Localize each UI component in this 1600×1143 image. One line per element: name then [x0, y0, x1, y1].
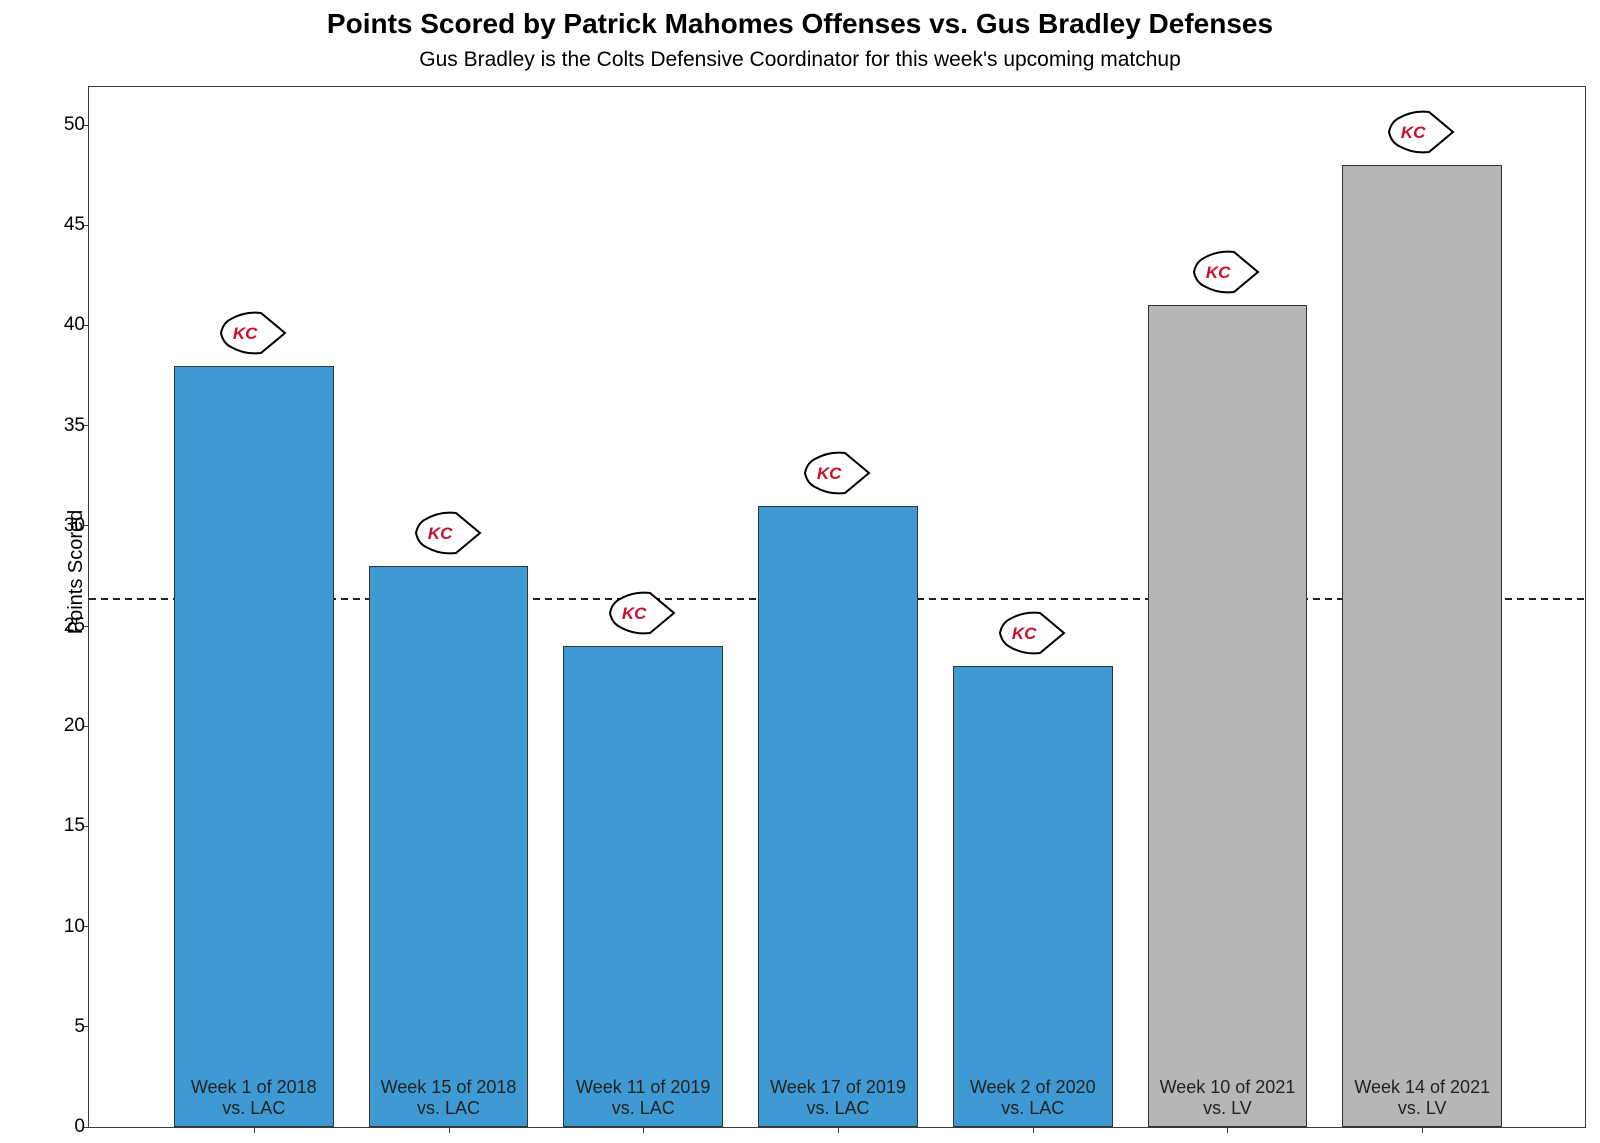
bar-label-line2: vs. LAC: [761, 1098, 915, 1120]
y-tick-label: 15: [64, 815, 85, 837]
bar-label-line1: Week 10 of 2021: [1151, 1077, 1305, 1099]
bar-label-line1: Week 15 of 2018: [372, 1077, 526, 1099]
y-tick-label: 40: [64, 314, 85, 336]
bar: Week 11 of 2019vs. LAC: [563, 646, 723, 1127]
bar: Week 15 of 2018vs. LAC: [369, 566, 529, 1127]
bar-label: Week 10 of 2021vs. LV: [1149, 1077, 1307, 1120]
bar-label: Week 14 of 2021vs. LV: [1343, 1077, 1501, 1120]
bar: Week 1 of 2018vs. LAC: [174, 366, 334, 1127]
y-tick-label: 20: [64, 715, 85, 737]
y-tick-label: 25: [64, 615, 85, 637]
x-tick-mark: [838, 1127, 839, 1133]
bar-label-line2: vs. LV: [1345, 1098, 1499, 1120]
x-tick-mark: [1422, 1127, 1423, 1133]
y-tick-label: 45: [64, 214, 85, 236]
kc-chiefs-logo: KC: [1385, 108, 1459, 161]
svg-text:KC: KC: [233, 324, 258, 343]
svg-text:KC: KC: [1012, 624, 1037, 643]
bar: Week 17 of 2019vs. LAC: [758, 506, 918, 1127]
y-tick-label: 30: [64, 515, 85, 537]
y-tick-label: 10: [64, 916, 85, 938]
bar-label-line2: vs. LV: [1151, 1098, 1305, 1120]
bar-label: Week 17 of 2019vs. LAC: [759, 1077, 917, 1120]
chart-subtitle: Gus Bradley is the Colts Defensive Coord…: [0, 48, 1600, 72]
bar: Week 14 of 2021vs. LV: [1342, 165, 1502, 1127]
plot-area: 05101520253035404550Week 1 of 2018vs. LA…: [88, 86, 1586, 1128]
bar-label-line1: Week 14 of 2021: [1345, 1077, 1499, 1099]
bar-label-line1: Week 17 of 2019: [761, 1077, 915, 1099]
kc-chiefs-logo: KC: [217, 309, 291, 362]
svg-text:KC: KC: [1206, 263, 1231, 282]
bar-label-line2: vs. LAC: [177, 1098, 331, 1120]
y-tick-label: 50: [64, 114, 85, 136]
bar-label-line2: vs. LAC: [956, 1098, 1110, 1120]
y-tick-label: 0: [74, 1116, 85, 1138]
y-tick-label: 35: [64, 415, 85, 437]
bar-label: Week 1 of 2018vs. LAC: [175, 1077, 333, 1120]
bar-label: Week 15 of 2018vs. LAC: [370, 1077, 528, 1120]
kc-chiefs-logo: KC: [996, 609, 1070, 662]
svg-text:KC: KC: [817, 464, 842, 483]
x-tick-mark: [449, 1127, 450, 1133]
bar-label-line1: Week 11 of 2019: [566, 1077, 720, 1099]
chart-title: Points Scored by Patrick Mahomes Offense…: [0, 8, 1600, 40]
kc-chiefs-logo: KC: [1190, 248, 1264, 301]
svg-text:KC: KC: [622, 604, 647, 623]
y-tick-label: 5: [74, 1016, 85, 1038]
kc-chiefs-logo: KC: [606, 589, 680, 642]
bar-label-line2: vs. LAC: [566, 1098, 720, 1120]
bar-label: Week 11 of 2019vs. LAC: [564, 1077, 722, 1120]
x-tick-mark: [254, 1127, 255, 1133]
chart-container: Points Scored by Patrick Mahomes Offense…: [0, 0, 1600, 1143]
x-tick-mark: [643, 1127, 644, 1133]
bar: Week 10 of 2021vs. LV: [1148, 305, 1308, 1127]
bar-label-line1: Week 2 of 2020: [956, 1077, 1110, 1099]
kc-chiefs-logo: KC: [412, 509, 486, 562]
svg-text:KC: KC: [427, 524, 452, 543]
x-tick-mark: [1227, 1127, 1228, 1133]
bar: Week 2 of 2020vs. LAC: [953, 666, 1113, 1127]
x-tick-mark: [1033, 1127, 1034, 1133]
kc-chiefs-logo: KC: [801, 449, 875, 502]
bar-label: Week 2 of 2020vs. LAC: [954, 1077, 1112, 1120]
svg-text:KC: KC: [1401, 123, 1426, 142]
bar-label-line1: Week 1 of 2018: [177, 1077, 331, 1099]
bar-label-line2: vs. LAC: [372, 1098, 526, 1120]
